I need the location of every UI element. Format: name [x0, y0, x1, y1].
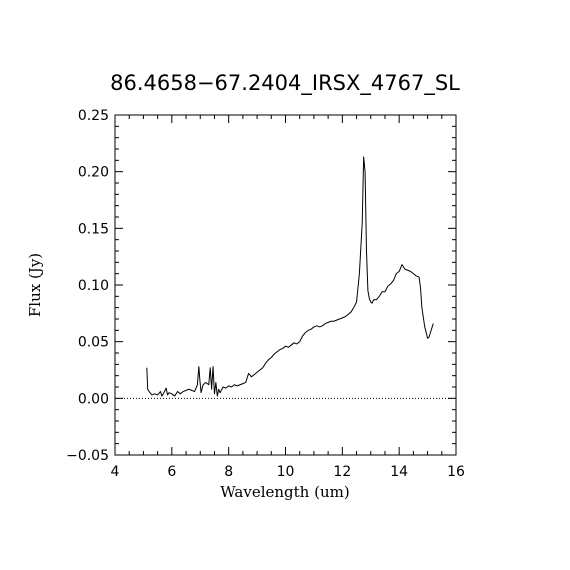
x-tick-label: 8: [224, 464, 233, 480]
x-tick-label: 4: [111, 464, 120, 480]
series-line: [146, 156, 434, 397]
x-tick-label: 14: [390, 464, 408, 480]
plot-frame: [114, 114, 457, 456]
y-tick-label: 0.25: [78, 108, 109, 124]
axis-ticks: [114, 114, 457, 456]
y-tick-label: −0.05: [66, 448, 109, 464]
chart-title: 86.4658−67.2404_IRSX_4767_SL: [110, 71, 460, 96]
x-tick-label: 16: [447, 464, 465, 480]
y-tick-label: 0.05: [78, 335, 109, 351]
y-tick-label: 0.20: [78, 165, 109, 181]
x-tick-label: 10: [277, 464, 295, 480]
x-tick-label: 12: [333, 464, 351, 480]
series-group: [146, 156, 434, 397]
y-axis-label: Flux (Jy): [26, 253, 44, 317]
y-tick-label: 0.15: [78, 221, 109, 237]
y-tick-label: 0.00: [78, 391, 109, 407]
axis-tick-labels: 4 6 8 10 12 14 16 −0.05 0.00 0.05 0.10 0.15 0.20 0.25: [66, 108, 465, 480]
y-tick-label: 0.10: [78, 278, 109, 294]
x-axis-label: Wavelength (um): [220, 483, 349, 501]
x-tick-label: 6: [167, 464, 176, 480]
